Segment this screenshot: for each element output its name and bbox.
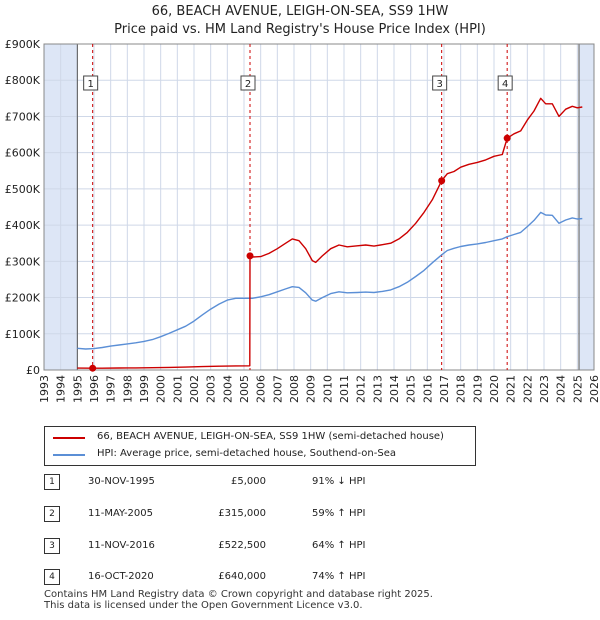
x-tick-label: 1997: [105, 375, 118, 403]
sale-marker-box: [497, 75, 513, 91]
sale-point: [438, 177, 446, 185]
sale-date: 16-OCT-2020: [88, 571, 154, 582]
x-tick-label: 2026: [588, 375, 600, 403]
x-tick-label: 2002: [188, 375, 201, 403]
sale-marker-box: [83, 75, 99, 91]
x-tick-label: 2012: [355, 375, 368, 403]
x-tick-label: 2011: [338, 375, 351, 403]
footer: Contains HM Land Registry data © Crown c…: [44, 589, 433, 611]
x-tick-label: 2022: [521, 375, 534, 403]
legend-item-hpi: HPI: Average price, semi-detached house,…: [45, 447, 473, 463]
y-tick-label: £700K: [5, 110, 41, 123]
sale-marker-label: 1: [87, 79, 93, 90]
footer-copyright: Contains HM Land Registry data © Crown c…: [44, 589, 433, 600]
table-row: 2 11-MAY-2005 £315,000 59% ↑ HPI: [0, 504, 600, 524]
x-tick-label: 1995: [71, 375, 84, 403]
x-tick-label: 2018: [455, 375, 468, 403]
sale-price: £5,000: [231, 476, 266, 487]
y-tick-label: £800K: [5, 74, 41, 87]
sale-date: 11-NOV-2016: [88, 540, 155, 551]
sale-marker-box: [432, 75, 448, 91]
x-tick-label: 2010: [321, 375, 334, 403]
shaded-region: [579, 44, 594, 370]
legend-swatch-property: [53, 437, 85, 439]
sale-point: [89, 364, 97, 372]
x-tick-label: 2017: [438, 375, 451, 403]
y-tick-label: £200K: [5, 292, 41, 305]
x-tick-label: 2008: [288, 375, 301, 403]
x-tick-label: 1994: [55, 375, 68, 403]
sale-price: £522,500: [218, 540, 266, 551]
sale-marker-label: 3: [436, 79, 442, 90]
x-tick-label: 2021: [505, 375, 518, 403]
x-tick-label: 2004: [221, 375, 234, 403]
x-tick-label: 2015: [405, 375, 418, 403]
table-row: 4 16-OCT-2020 £640,000 74% ↑ HPI: [0, 567, 600, 587]
series-line-hpi: [77, 211, 583, 350]
x-tick-label: 2024: [555, 375, 568, 403]
series-line-property: [77, 97, 583, 369]
x-tick-label: 2000: [155, 375, 168, 403]
legend-label-hpi: HPI: Average price, semi-detached house,…: [97, 448, 396, 459]
y-tick-label: £100K: [5, 328, 41, 341]
x-tick-label: 2016: [421, 375, 434, 403]
legend-item-property: 66, BEACH AVENUE, LEIGH-ON-SEA, SS9 1HW …: [45, 430, 473, 446]
sale-hpi-change: 91% ↓ HPI: [312, 476, 366, 487]
x-tick-label: 2025: [571, 375, 584, 403]
x-tick-label: 2023: [538, 375, 551, 403]
x-tick-label: 1996: [88, 375, 101, 403]
plot-frame: [43, 43, 595, 371]
legend-swatch-hpi: [53, 454, 85, 456]
sale-date: 30-NOV-1995: [88, 476, 155, 487]
sale-badge: 2: [44, 506, 60, 522]
table-row: 3 11-NOV-2016 £522,500 64% ↑ HPI: [0, 536, 600, 556]
y-tick-label: £900K: [5, 38, 41, 51]
x-tick-label: 2014: [388, 375, 401, 403]
x-tick-label: 2009: [305, 375, 318, 403]
sale-marker-box: [240, 75, 256, 91]
x-tick-label: 1998: [121, 375, 134, 403]
sale-hpi-change: 64% ↑ HPI: [312, 540, 366, 551]
sale-badge: 4: [44, 569, 60, 585]
table-row: 1 30-NOV-1995 £5,000 91% ↓ HPI: [0, 472, 600, 492]
x-tick-label: 1993: [38, 375, 51, 403]
x-tick-label: 2007: [271, 375, 284, 403]
footer-license: This data is licensed under the Open Gov…: [44, 600, 363, 611]
x-tick-label: 2013: [371, 375, 384, 403]
x-tick-label: 2006: [255, 375, 268, 403]
sale-date: 11-MAY-2005: [88, 508, 154, 519]
x-tick-label: 2003: [205, 375, 218, 403]
sale-marker-label: 4: [502, 79, 508, 90]
y-tick-label: £0: [26, 364, 40, 377]
chart-title: 66, BEACH AVENUE, LEIGH-ON-SEA, SS9 1HW: [151, 4, 449, 19]
y-tick-label: £600K: [5, 147, 41, 160]
sale-price: £315,000: [218, 508, 266, 519]
y-tick-label: £400K: [5, 219, 41, 232]
y-tick-label: £500K: [5, 183, 41, 196]
x-tick-label: 2005: [238, 375, 251, 403]
sale-hpi-change: 59% ↑ HPI: [312, 508, 366, 519]
legend: 66, BEACH AVENUE, LEIGH-ON-SEA, SS9 1HW …: [44, 426, 476, 466]
sale-marker-label: 2: [245, 79, 251, 90]
sale-point: [246, 252, 254, 260]
sale-badge: 3: [44, 538, 60, 554]
sale-hpi-change: 74% ↑ HPI: [312, 571, 366, 582]
legend-label-property: 66, BEACH AVENUE, LEIGH-ON-SEA, SS9 1HW …: [97, 431, 444, 442]
sale-price: £640,000: [218, 571, 266, 582]
x-tick-label: 2001: [171, 375, 184, 403]
price-chart: £0 £100K £200K £300K £400K £500K £600K £700K £80…: [5, 38, 600, 403]
chart-subtitle: Price paid vs. HM Land Registry's House …: [114, 22, 486, 37]
x-tick-label: 2019: [471, 375, 484, 403]
x-tick-label: 2020: [488, 375, 501, 403]
sale-point: [503, 134, 511, 142]
x-tick-label: 1999: [138, 375, 151, 403]
sale-badge: 1: [44, 474, 60, 490]
y-tick-label: £300K: [5, 255, 41, 268]
